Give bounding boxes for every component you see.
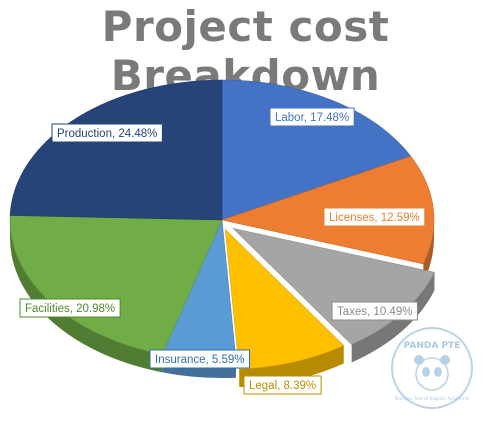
pie-slice-legal xyxy=(224,228,345,370)
pie-side-facilities xyxy=(10,220,163,373)
pie-slice-labor xyxy=(221,79,412,221)
data-label-box-insurance xyxy=(149,349,251,369)
pie-side-licenses xyxy=(423,220,434,282)
watermark-caption: Pearson Test of English Academic xyxy=(394,396,470,402)
data-label-box-facilities xyxy=(19,298,121,318)
watermark-logo: PANDA PTE Pearson Test of English Academi… xyxy=(391,327,473,409)
chart-title: Project cost Breakdown xyxy=(101,2,390,100)
panda-eye-icon xyxy=(434,367,442,377)
data-label-box-taxes xyxy=(331,301,418,321)
pie-label-layer: Labor, 17.48% Licenses, 12.59% Taxes, 10.4… xyxy=(19,107,426,395)
panda-face-icon xyxy=(415,357,449,391)
data-label-production: Production, 24.48% xyxy=(57,128,157,140)
data-label-facilities: Facilities, 20.98% xyxy=(25,303,115,315)
data-label-box-production xyxy=(51,123,163,143)
data-label-legal: Legal, 8.39% xyxy=(249,380,316,392)
pie-side-taxes xyxy=(351,272,435,363)
panda-eye-icon xyxy=(422,367,430,377)
data-label-box-legal xyxy=(243,375,322,395)
data-label-box-labor xyxy=(269,107,355,127)
data-label-licenses: Licenses, 12.59% xyxy=(329,212,420,224)
watermark-ring xyxy=(391,327,473,409)
watermark-logo-text: PANDA PTE xyxy=(404,341,461,351)
data-label-insurance: Insurance, 5.59% xyxy=(155,354,245,366)
data-label-taxes: Taxes, 10.49% xyxy=(337,306,412,318)
panda-ear-icon xyxy=(414,355,424,365)
pie-slice-production xyxy=(9,79,223,221)
panda-ear-icon xyxy=(440,355,450,365)
data-label-labor: Labor, 17.48% xyxy=(275,112,349,124)
data-label-box-licenses xyxy=(323,207,426,227)
